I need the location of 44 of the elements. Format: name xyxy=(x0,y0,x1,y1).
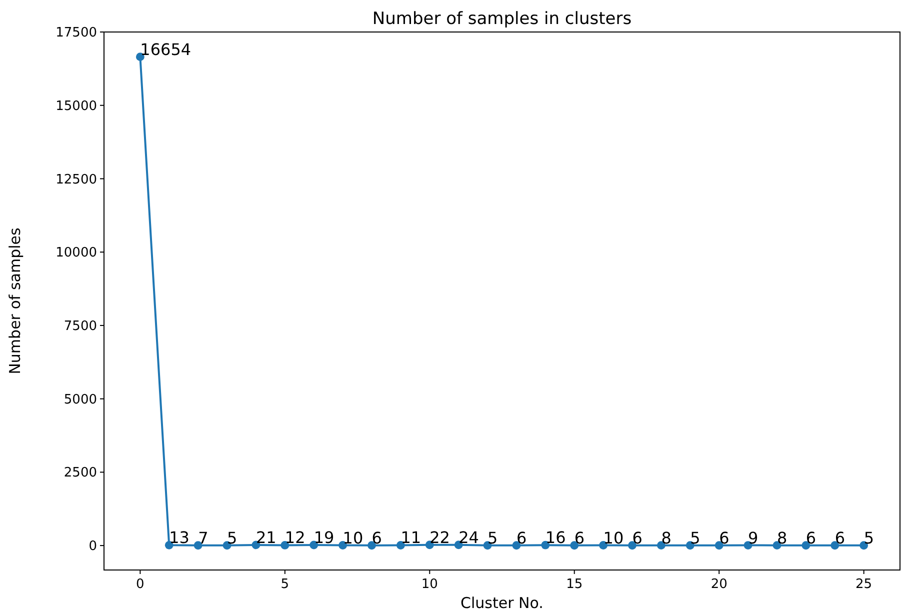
data-label: 10 xyxy=(342,528,364,548)
data-label: 5 xyxy=(227,528,238,548)
data-label: 6 xyxy=(719,528,730,548)
data-label: 16654 xyxy=(140,40,192,59)
data-label: 19 xyxy=(314,528,334,547)
data-label: 21 xyxy=(256,528,276,547)
chart-title: Number of samples in clusters xyxy=(372,9,632,29)
y-tick-label: 0 xyxy=(88,539,97,554)
x-tick-label: 15 xyxy=(566,577,583,592)
x-axis-title: Cluster No. xyxy=(460,594,544,612)
data-label: 6 xyxy=(516,528,527,548)
y-tick-label: 2500 xyxy=(64,466,97,481)
x-tick-label: 5 xyxy=(280,577,290,592)
data-label: 5 xyxy=(690,528,700,548)
x-tick-label: 20 xyxy=(710,577,728,592)
y-tick-label: 15000 xyxy=(56,98,97,114)
data-label: 8 xyxy=(776,528,788,548)
data-label: 6 xyxy=(806,528,816,548)
y-tick-label: 5000 xyxy=(64,392,97,408)
data-label: 6 xyxy=(372,528,382,548)
data-label: 11 xyxy=(400,528,422,548)
data-label: 16 xyxy=(545,528,566,548)
data-label: 8 xyxy=(661,528,672,548)
point xyxy=(396,541,405,550)
data-label: 9 xyxy=(748,528,758,548)
y-tick-label: 7500 xyxy=(64,319,97,334)
y-tick-label: 12500 xyxy=(56,172,97,188)
y-tick-label: 17500 xyxy=(56,26,97,41)
y-tick-label: 10000 xyxy=(56,246,97,261)
data-label: 5 xyxy=(488,528,498,548)
data-label: 5 xyxy=(864,528,874,548)
data-label: 24 xyxy=(458,528,479,547)
y-axis-title: Number of samples xyxy=(6,228,24,374)
data-label: 7 xyxy=(198,528,208,548)
data-label: 13 xyxy=(169,528,190,548)
data-label: 22 xyxy=(430,528,450,547)
x-tick-label: 10 xyxy=(421,577,438,592)
data-label: 10 xyxy=(603,528,624,548)
data-label: 6 xyxy=(632,528,642,548)
x-tick-label: 25 xyxy=(856,577,872,592)
data-label: 12 xyxy=(284,528,306,548)
x-tick-label: 0 xyxy=(136,577,144,592)
data-label: 6 xyxy=(574,528,585,548)
data-label: 6 xyxy=(834,528,846,548)
